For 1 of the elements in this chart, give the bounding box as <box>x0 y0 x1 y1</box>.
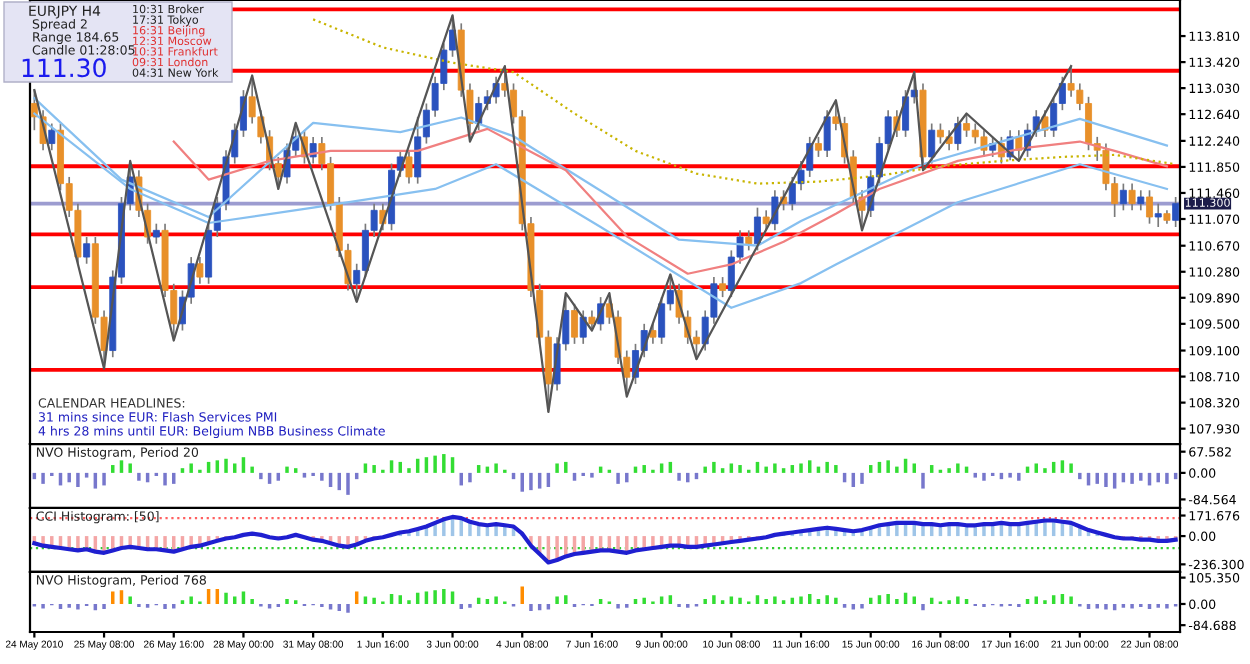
annotation: 111.30 <box>22 58 106 78</box>
